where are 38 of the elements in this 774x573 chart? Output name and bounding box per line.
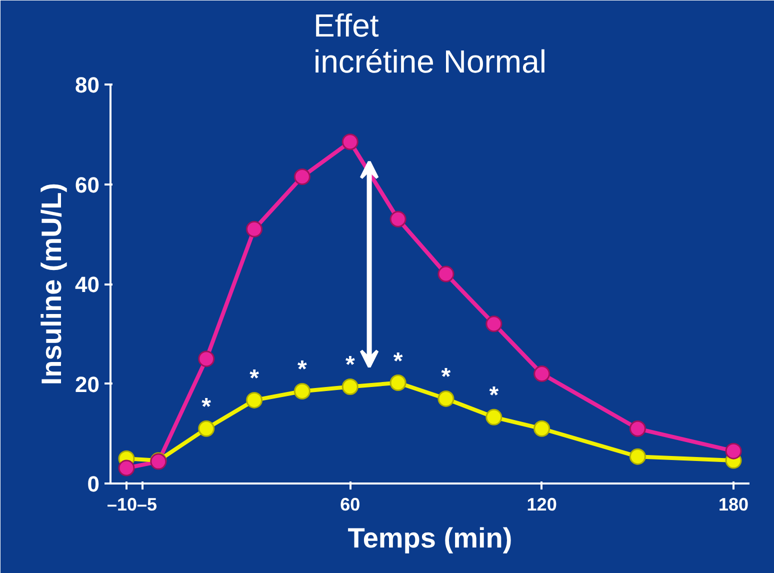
point (342, 378, 358, 395)
point (118, 460, 135, 476)
point (342, 134, 358, 150)
annotation: * (441, 364, 452, 391)
point (390, 210, 406, 228)
y-tick-label: 60 (75, 172, 100, 198)
point (534, 420, 550, 437)
point (198, 420, 215, 437)
point (246, 392, 263, 408)
point (390, 374, 406, 391)
annotation: * (345, 352, 356, 379)
point (486, 316, 502, 332)
y-tick-label: 0 (87, 472, 100, 496)
y-tick-label: 20 (75, 372, 100, 397)
chart-title: Effet incrétine Normal (314, 8, 546, 80)
point (486, 408, 502, 426)
x-axis-title: Temps (min) (348, 522, 512, 554)
annotation: * (250, 365, 260, 392)
point (438, 390, 454, 407)
y-tick-label: 40 (75, 272, 100, 297)
point (438, 266, 454, 282)
point (629, 448, 646, 465)
point (294, 382, 310, 400)
annotation: * (489, 382, 500, 410)
point (534, 366, 550, 382)
point (629, 420, 646, 437)
x-tick-label: 60 (340, 494, 360, 514)
annotation: * (202, 394, 212, 421)
point (725, 442, 742, 460)
point (198, 350, 215, 368)
x-tick-label: 120 (526, 494, 557, 514)
point (246, 220, 263, 238)
y-axis-title: Insuline (mU/L) (36, 182, 68, 386)
x-tick-label: 180 (718, 494, 749, 514)
annotation: * (298, 356, 308, 384)
y-tick-label: 80 (75, 72, 100, 98)
point (294, 168, 310, 186)
annotation: * (393, 348, 404, 375)
